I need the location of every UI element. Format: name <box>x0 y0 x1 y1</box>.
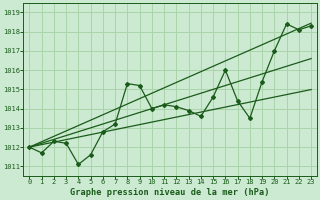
X-axis label: Graphe pression niveau de la mer (hPa): Graphe pression niveau de la mer (hPa) <box>70 188 270 197</box>
